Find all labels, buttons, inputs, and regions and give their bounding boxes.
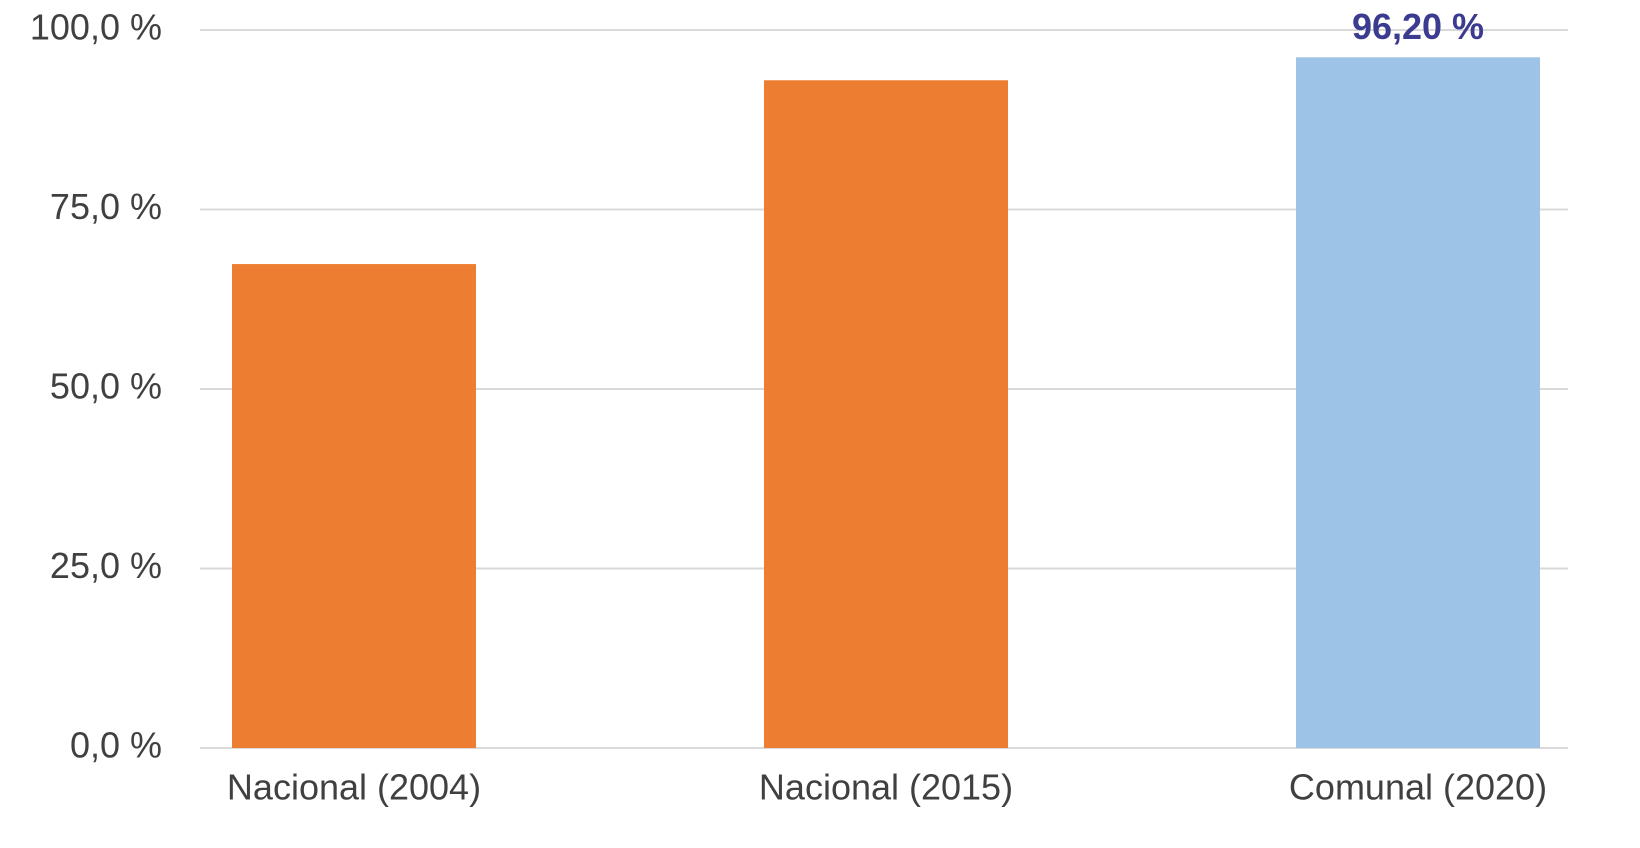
y-tick-label: 25,0 % — [50, 545, 162, 586]
y-tick-label: 100,0 % — [30, 7, 162, 48]
bar — [764, 80, 1008, 748]
y-tick-label: 0,0 % — [70, 725, 162, 766]
x-tick-label: Nacional (2004) — [227, 767, 481, 808]
bar — [1296, 57, 1540, 749]
y-tick-label: 50,0 % — [50, 366, 162, 407]
bar — [232, 264, 476, 748]
y-tick-label: 75,0 % — [50, 186, 162, 227]
data-label: 96,20 % — [1352, 6, 1484, 47]
x-tick-label: Nacional (2015) — [759, 767, 1013, 808]
x-tick-label: Comunal (2020) — [1289, 767, 1547, 808]
